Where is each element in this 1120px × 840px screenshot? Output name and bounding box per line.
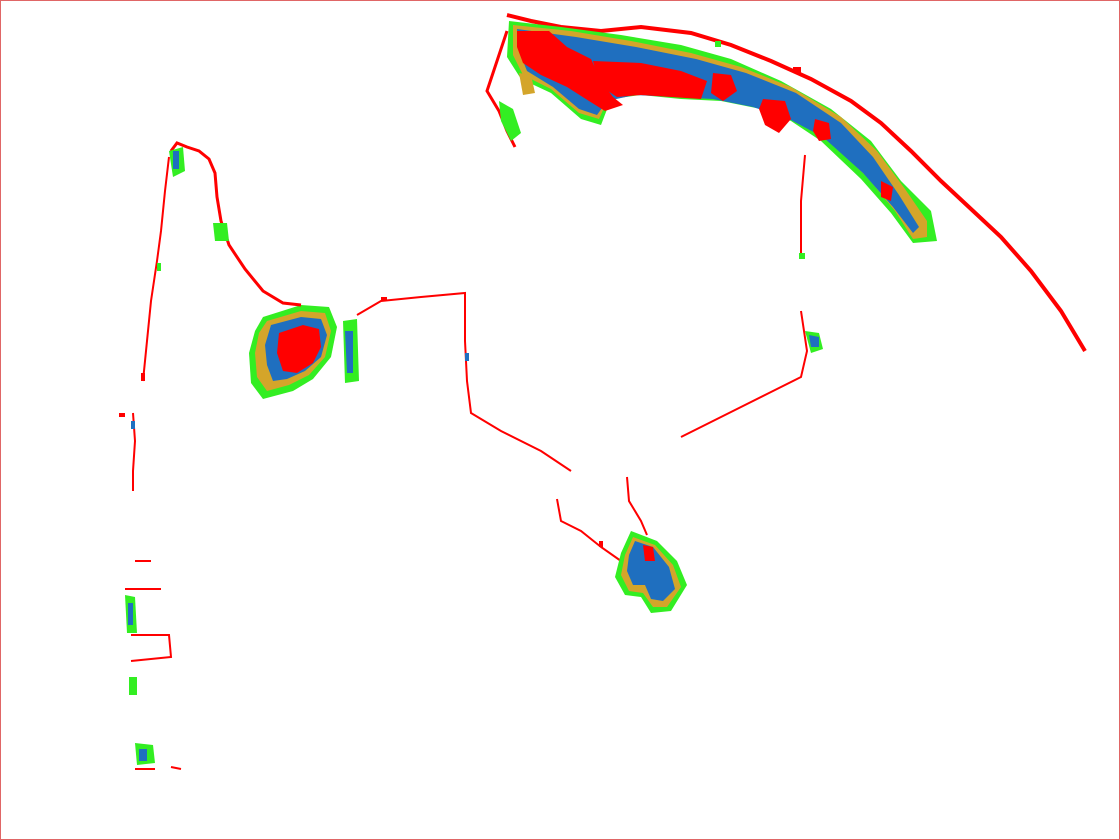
transect-south <box>556 498 622 562</box>
nw-inlet-small-green <box>213 223 229 241</box>
fragment-2 <box>131 421 135 429</box>
fragment-9 <box>793 67 801 73</box>
fragment-8 <box>799 253 805 259</box>
fragment-7 <box>599 541 603 547</box>
spit-red-patch-5 <box>813 119 831 141</box>
transect-vertical-east <box>800 154 806 257</box>
nw-inlet-outline <box>169 141 302 307</box>
estuary-north-channel <box>626 476 648 536</box>
nw-inlet-blue <box>173 151 179 169</box>
spit-red-patch-6 <box>881 181 893 201</box>
southwest-shoreline-region <box>125 412 182 770</box>
lagoon-red-core <box>277 325 321 373</box>
estuary-blue-core <box>627 541 675 601</box>
east-small-lake-region <box>805 331 823 353</box>
south-estuary-region <box>615 476 687 613</box>
transect-north <box>356 291 572 472</box>
spit-red-patch-4 <box>759 99 791 133</box>
spit-west-hook-green <box>499 101 521 141</box>
east-lake-blue <box>809 335 819 347</box>
fragment-3 <box>141 373 145 381</box>
fragment-6 <box>465 353 469 361</box>
spit-red-patch-2 <box>593 61 707 99</box>
spit-red-patch-3 <box>711 73 737 101</box>
sw-shore-green-2 <box>129 677 137 695</box>
spit-outer-coastline <box>506 13 1087 353</box>
nw-inlet-left-shore <box>142 156 170 382</box>
transect-east <box>680 310 809 438</box>
sw-shore-line-2 <box>125 560 173 662</box>
west-lagoon-region <box>249 305 359 399</box>
spit-red-patch-1 <box>517 31 623 111</box>
sw-shore-blue-1 <box>128 603 133 625</box>
northeast-spit-region <box>485 13 1087 353</box>
fragment-5 <box>381 297 387 301</box>
estuary-red-spot <box>643 545 655 561</box>
fragment-4 <box>157 263 161 271</box>
survey-transect-lines <box>356 154 809 562</box>
scattered-fragments <box>119 41 805 547</box>
lagoon-east-fragment-blue <box>345 331 353 373</box>
northwest-inlet-region <box>142 141 302 382</box>
sw-shore-blue-3 <box>139 749 147 761</box>
fragment-1 <box>119 413 125 417</box>
fragment-10 <box>715 41 721 47</box>
sw-shore-line-3 <box>135 766 182 770</box>
spit-west-hook-tan <box>519 73 535 95</box>
